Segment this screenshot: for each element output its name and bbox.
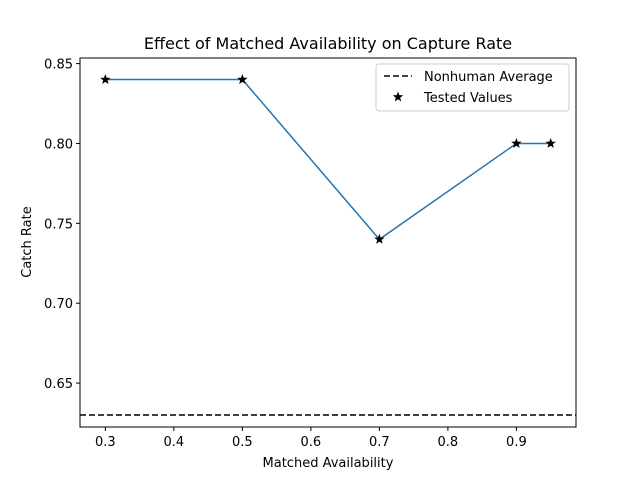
tested-value-point [545,137,556,148]
tested-value-point [237,74,248,85]
chart-title: Effect of Matched Availability on Captur… [144,34,512,53]
legend-entry-tested-values: Tested Values [423,91,513,106]
tested-value-point [374,233,385,244]
y-tick-label: 0.70 [44,297,73,312]
plot-area [80,74,576,416]
legend: Nonhuman Average Tested Values [375,63,570,112]
legend-entry-nonhuman-average: Nonhuman Average [424,70,553,85]
x-tick-label: 0.7 [369,435,390,450]
legend-star-marker [392,91,404,102]
x-tick-label: 0.4 [164,435,185,450]
y-tick-label: 0.65 [44,377,73,392]
x-tick-label: 0.9 [506,435,527,450]
y-axis: 0.65 0.70 0.75 0.80 0.85 [44,58,80,392]
x-tick-label: 0.5 [232,435,253,450]
tested-value-point [511,137,522,148]
legend-frame [375,63,570,112]
x-axis-label: Matched Availability [263,456,394,471]
y-tick-label: 0.75 [44,217,73,232]
axes-frame [79,57,577,428]
y-axis-label: Catch Rate [20,206,35,277]
y-tick-label: 0.85 [44,58,73,73]
x-tick-label: 0.3 [95,435,116,450]
y-tick-label: 0.80 [44,137,73,152]
x-tick-label: 0.8 [438,435,459,450]
tested-value-point [100,74,111,85]
x-tick-label: 0.6 [301,435,322,450]
x-axis: 0.3 0.4 0.5 0.6 0.7 0.8 0.9 [95,427,527,450]
